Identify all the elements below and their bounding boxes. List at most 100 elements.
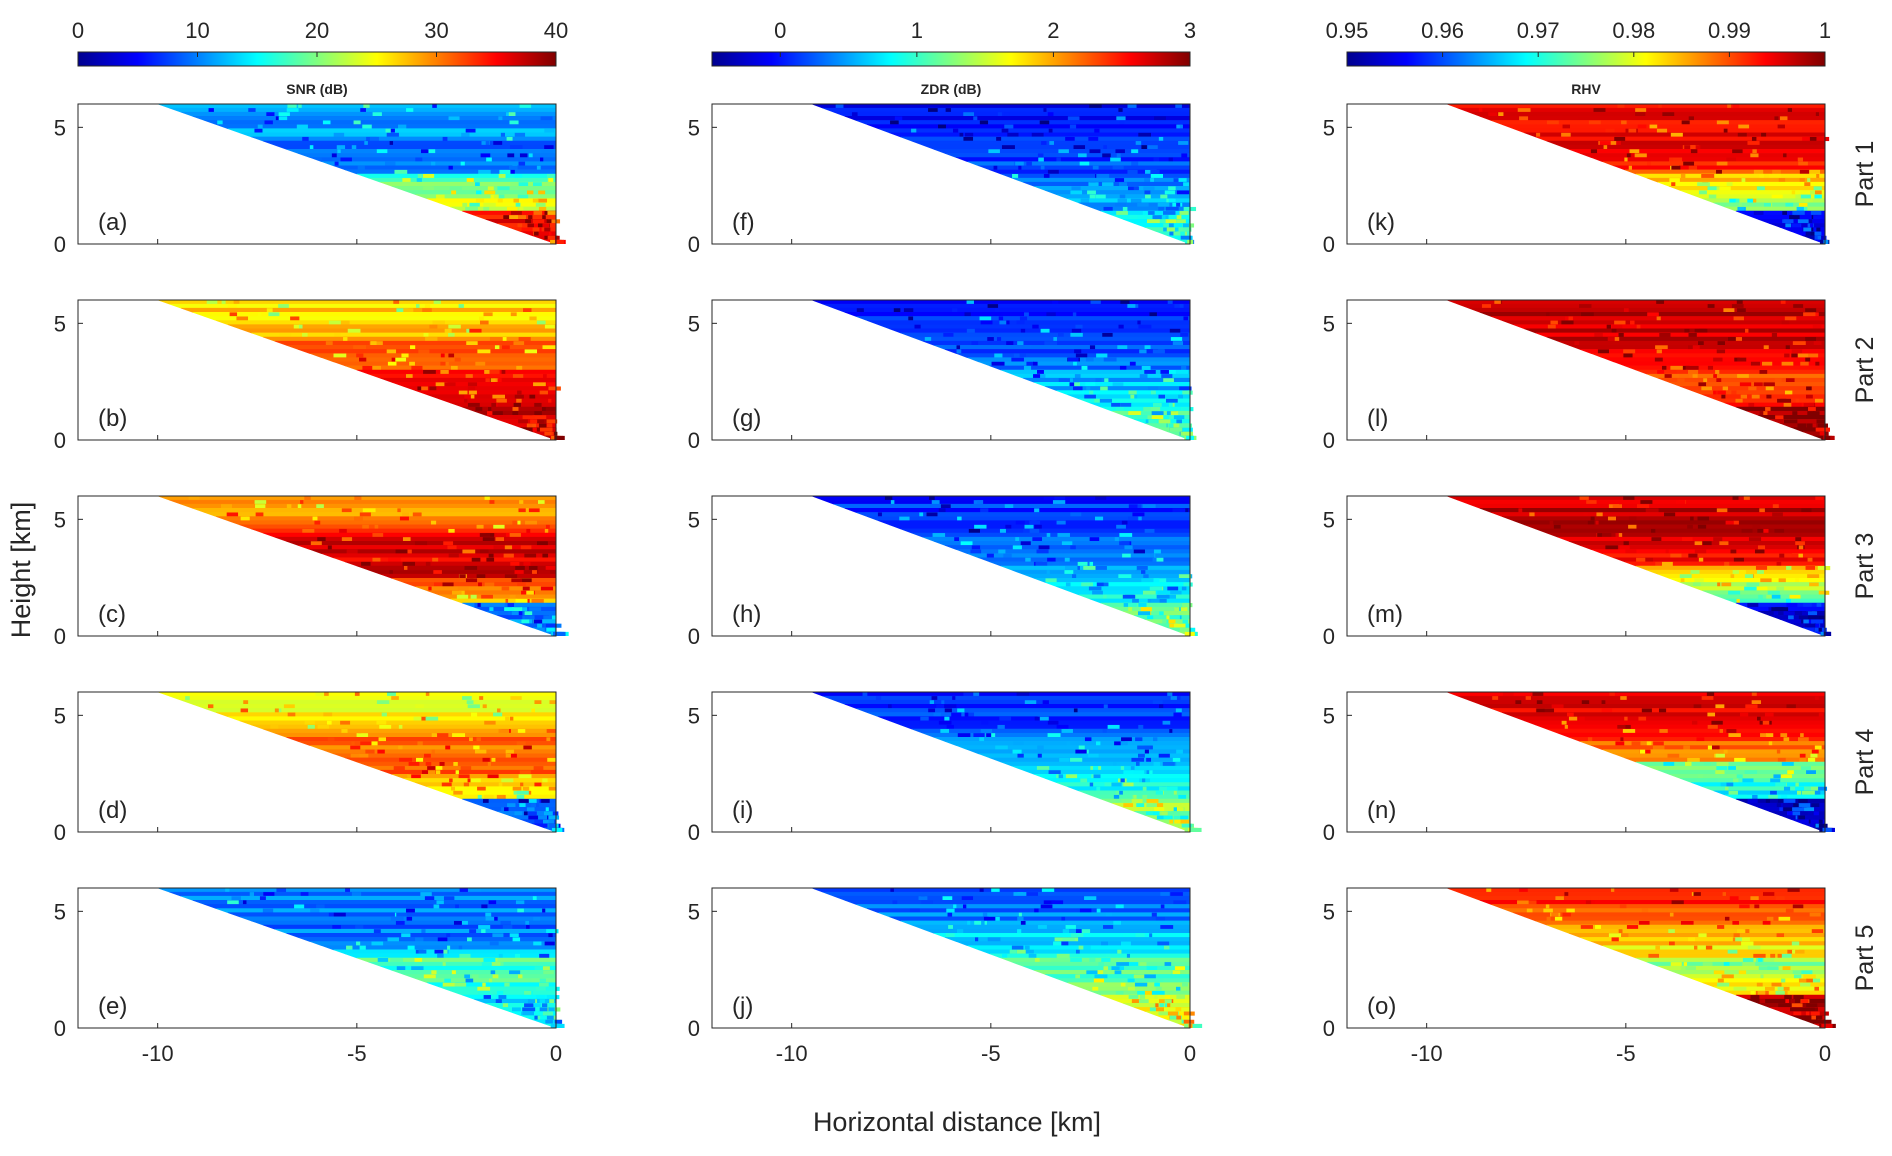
data-speckle — [1153, 578, 1167, 583]
data-speckle — [466, 341, 478, 346]
data-speckle — [483, 995, 491, 1000]
data-speckle — [1032, 537, 1043, 542]
data-speckle — [333, 912, 346, 917]
data-speckle — [275, 116, 280, 121]
data-speckle — [1732, 104, 1740, 109]
data-speckle — [1094, 128, 1100, 133]
data-speckle — [1148, 603, 1158, 608]
panel-g: 05(g) — [688, 299, 1197, 453]
data-speckle — [1112, 382, 1124, 387]
data-band — [427, 394, 557, 400]
data-speckle — [1701, 386, 1713, 391]
data-speckle — [395, 357, 407, 362]
data-speckle — [1024, 312, 1029, 317]
data-speckle — [1611, 324, 1623, 329]
data-band — [485, 806, 557, 812]
data-speckle — [372, 533, 384, 538]
data-speckle — [1766, 594, 1772, 599]
data-speckle — [1165, 398, 1178, 403]
data-speckle — [1782, 966, 1791, 971]
data-speckle — [1156, 815, 1169, 820]
data-speckle — [1131, 999, 1142, 1004]
data-speckle — [1178, 394, 1183, 399]
data-speckle — [890, 500, 895, 505]
data-speckle — [988, 149, 1000, 154]
data-speckle — [1822, 239, 1829, 244]
data-speckle — [1781, 978, 1786, 983]
data-speckle — [539, 999, 545, 1004]
data-speckle — [1727, 337, 1737, 342]
data-speckle — [1717, 582, 1721, 587]
data-speckle — [479, 696, 484, 701]
data-speckle — [511, 578, 523, 583]
data-speckle — [1037, 745, 1044, 750]
data-speckle — [1618, 533, 1623, 538]
data-speckle — [362, 124, 372, 129]
data-speckle — [427, 149, 436, 154]
data-speckle — [1151, 415, 1164, 420]
data-band — [878, 128, 1191, 134]
data-band — [989, 953, 1191, 959]
axes-box — [1346, 103, 1826, 245]
data-speckle — [531, 598, 544, 604]
data-speckle — [454, 357, 461, 362]
data-speckle — [1039, 958, 1051, 963]
data-speckle — [1792, 904, 1804, 909]
data-speckle — [1817, 1019, 1821, 1024]
data-speckle — [1566, 712, 1574, 717]
data-speckle — [1180, 231, 1185, 236]
data-speckle — [422, 308, 432, 313]
data-speckle — [1804, 198, 1813, 203]
data-speckle — [1146, 966, 1158, 971]
data-speckle — [1806, 770, 1816, 775]
data-speckle — [1137, 202, 1149, 207]
data-speckle — [1659, 945, 1668, 950]
data-speckle — [1113, 920, 1122, 926]
data-speckle — [1737, 374, 1749, 379]
data-speckle — [1157, 811, 1166, 816]
data-speckle — [1075, 929, 1082, 934]
data-speckle — [1082, 929, 1091, 934]
data-band — [1635, 565, 1826, 571]
data-speckle — [1727, 949, 1738, 954]
data-speckle — [1743, 929, 1750, 934]
data-speckle — [503, 553, 514, 558]
data-speckle — [1168, 198, 1176, 203]
data-speckle — [1651, 537, 1662, 542]
data-speckle — [1774, 528, 1785, 534]
data-speckle — [517, 582, 526, 587]
data-band — [169, 303, 557, 309]
data-speckle — [1812, 815, 1818, 820]
data-speckle — [1018, 912, 1022, 917]
data-speckle — [327, 545, 332, 550]
data-speckle — [444, 382, 456, 387]
data-speckle — [1813, 811, 1819, 816]
data-speckle — [283, 704, 295, 709]
data-speckle — [488, 553, 494, 558]
data-speckle — [1013, 741, 1024, 746]
data-speckle — [1759, 508, 1765, 513]
data-band — [1557, 928, 1826, 934]
data-speckle — [451, 190, 457, 195]
data-speckle — [1015, 537, 1020, 542]
data-speckle — [1707, 745, 1715, 750]
data-speckle — [322, 120, 331, 125]
data-speckle — [1814, 398, 1824, 403]
data-speckle — [1814, 194, 1822, 199]
data-speckle — [264, 120, 273, 125]
data-speckle — [546, 737, 551, 742]
data-speckle — [404, 566, 408, 571]
data-speckle — [1621, 120, 1627, 125]
data-speckle — [1805, 1011, 1810, 1016]
data-speckle — [1083, 566, 1096, 571]
data-speckle — [1058, 378, 1070, 383]
data-speckle — [534, 966, 545, 971]
data-speckle — [1115, 790, 1121, 795]
data-speckle — [484, 370, 491, 375]
data-speckle — [402, 178, 411, 183]
data-speckle — [1161, 374, 1173, 379]
data-band — [844, 508, 1191, 513]
data-speckle — [240, 516, 250, 521]
data-speckle — [405, 374, 413, 379]
data-band — [1602, 945, 1826, 951]
